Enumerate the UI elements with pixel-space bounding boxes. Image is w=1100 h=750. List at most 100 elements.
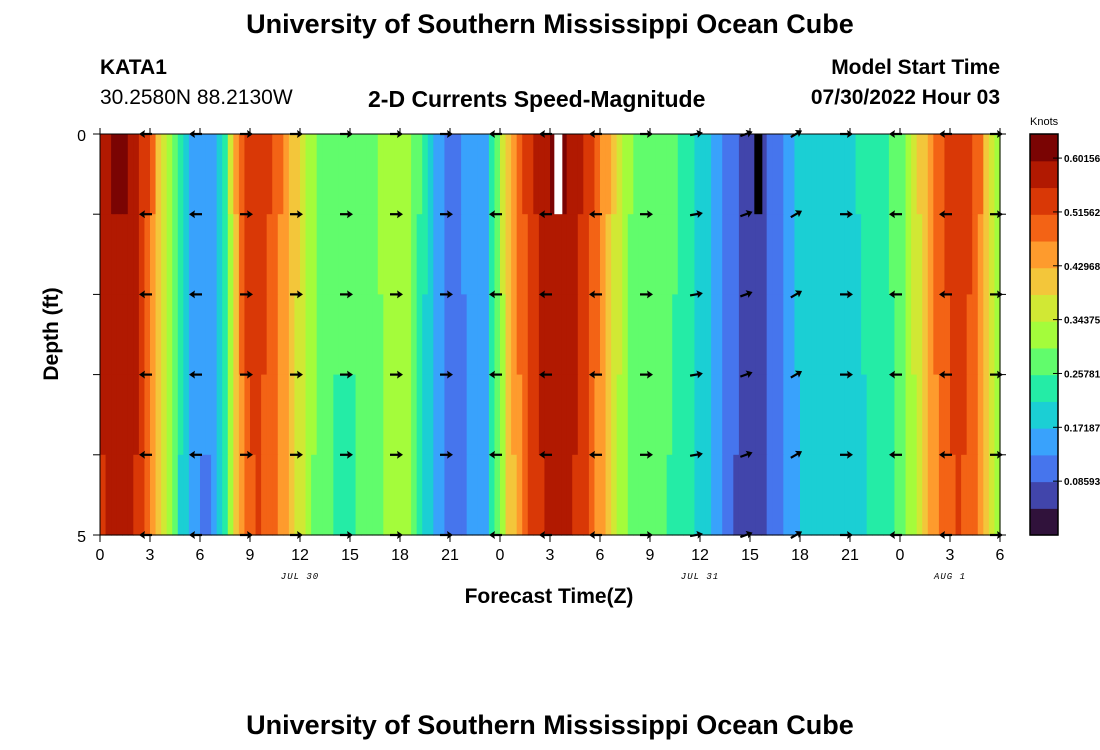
heatmap-cell — [944, 294, 951, 376]
heatmap-cell — [272, 374, 279, 456]
heatmap-cell — [672, 374, 679, 456]
heatmap-cell — [916, 214, 923, 295]
heatmap-cell — [238, 374, 246, 456]
heatmap-cell — [911, 134, 918, 215]
heatmap-cell — [944, 134, 951, 215]
heatmap-cell — [394, 214, 401, 295]
heatmap-cell — [700, 214, 707, 295]
heatmap-cell — [172, 214, 179, 295]
heatmap-cell — [877, 294, 884, 376]
heatmap-cell — [400, 134, 407, 215]
heatmap-cell — [511, 294, 518, 376]
heatmap-cell — [472, 374, 479, 456]
heatmap-cell — [411, 214, 418, 295]
heatmap-cell — [794, 454, 801, 536]
x-tick-label: 6 — [196, 547, 205, 564]
heatmap-cell — [933, 214, 940, 295]
heatmap-cell — [261, 214, 268, 295]
current-arrow — [739, 370, 753, 379]
heatmap-cell — [683, 134, 690, 215]
heatmap-cell — [261, 454, 268, 536]
heatmap-cell — [350, 214, 357, 295]
current-arrow — [840, 210, 853, 219]
heatmap-cell — [277, 294, 284, 376]
heatmap-cell — [522, 294, 529, 376]
heatmap-cell — [511, 134, 518, 215]
heatmap-cell — [966, 134, 973, 215]
heatmap-cell — [227, 374, 234, 456]
heatmap-cell — [300, 134, 307, 215]
heatmap-cell — [661, 374, 668, 456]
heatmap-cell — [744, 134, 751, 215]
heatmap-cell — [850, 214, 857, 295]
heatmap-cell — [994, 374, 1001, 456]
heatmap-cell — [172, 134, 179, 215]
heatmap-cell — [105, 134, 112, 215]
heatmap-cell — [622, 294, 629, 376]
heatmap-cell — [683, 374, 690, 456]
heatmap-cell — [300, 374, 307, 456]
heatmap-cell — [433, 374, 440, 456]
heatmap-cell — [388, 134, 396, 215]
heatmap-cell — [833, 134, 840, 215]
heatmap-cell — [844, 294, 851, 376]
heatmap-cell — [100, 214, 107, 295]
x-axis-label: Forecast Time(Z) — [464, 585, 634, 608]
heatmap-cell — [788, 374, 796, 456]
heatmap-cell — [816, 294, 823, 376]
current-arrow — [290, 290, 303, 299]
heatmap-cell — [916, 134, 923, 215]
heatmap-cell — [377, 134, 384, 215]
heatmap-cell — [327, 134, 334, 215]
heatmap-cell — [861, 374, 868, 456]
heatmap-cell — [138, 294, 146, 376]
heatmap-cell — [872, 374, 879, 456]
heatmap-cell — [155, 294, 162, 376]
heatmap-cell — [166, 134, 173, 215]
heatmap-cell — [550, 374, 557, 456]
heatmap-cell — [200, 454, 207, 536]
heatmap-cell — [605, 294, 612, 376]
y-tick-label: 5 — [77, 529, 86, 546]
heatmap-cell — [722, 214, 729, 295]
heatmap-cell — [805, 374, 812, 456]
heatmap-cell — [666, 134, 673, 215]
heatmap-cell — [711, 134, 718, 215]
current-arrow — [340, 290, 353, 299]
current-arrow — [390, 290, 403, 299]
current-arrow — [539, 370, 552, 379]
current-arrow — [489, 450, 502, 459]
heatmap-cell — [738, 134, 746, 215]
heatmap-cell — [266, 374, 273, 456]
heatmap-cell — [683, 214, 690, 295]
heatmap-cell — [194, 214, 201, 295]
date-label: AUG 1 — [933, 572, 966, 582]
current-arrow — [139, 290, 152, 299]
heatmap-cell — [938, 374, 946, 456]
heatmap-cell — [822, 454, 829, 536]
heatmap-cell — [861, 134, 868, 215]
heatmap-cell — [483, 454, 490, 536]
heatmap-cell — [350, 134, 357, 215]
colorbar-segment — [1030, 160, 1058, 189]
heatmap-cell — [888, 294, 896, 376]
heatmap-cell — [600, 214, 607, 295]
heatmap-cell — [394, 454, 401, 536]
heatmap-cell — [988, 374, 996, 456]
heatmap-cell — [561, 454, 568, 536]
heatmap-cell — [416, 454, 423, 536]
heatmap-cell — [411, 294, 418, 376]
heatmap-cell — [116, 214, 123, 295]
heatmap-cell — [144, 294, 151, 376]
heatmap-cell — [227, 134, 234, 215]
heatmap-cell — [550, 214, 557, 295]
heatmap-cell — [905, 454, 912, 536]
heatmap-cell — [777, 294, 784, 376]
heatmap-cell — [800, 294, 807, 376]
heatmap-cell — [894, 374, 901, 456]
heatmap-cell — [355, 374, 362, 456]
heatmap-cell — [555, 454, 562, 536]
heatmap-cell — [500, 374, 507, 456]
current-arrow — [889, 370, 902, 379]
heatmap-cell — [333, 214, 340, 295]
